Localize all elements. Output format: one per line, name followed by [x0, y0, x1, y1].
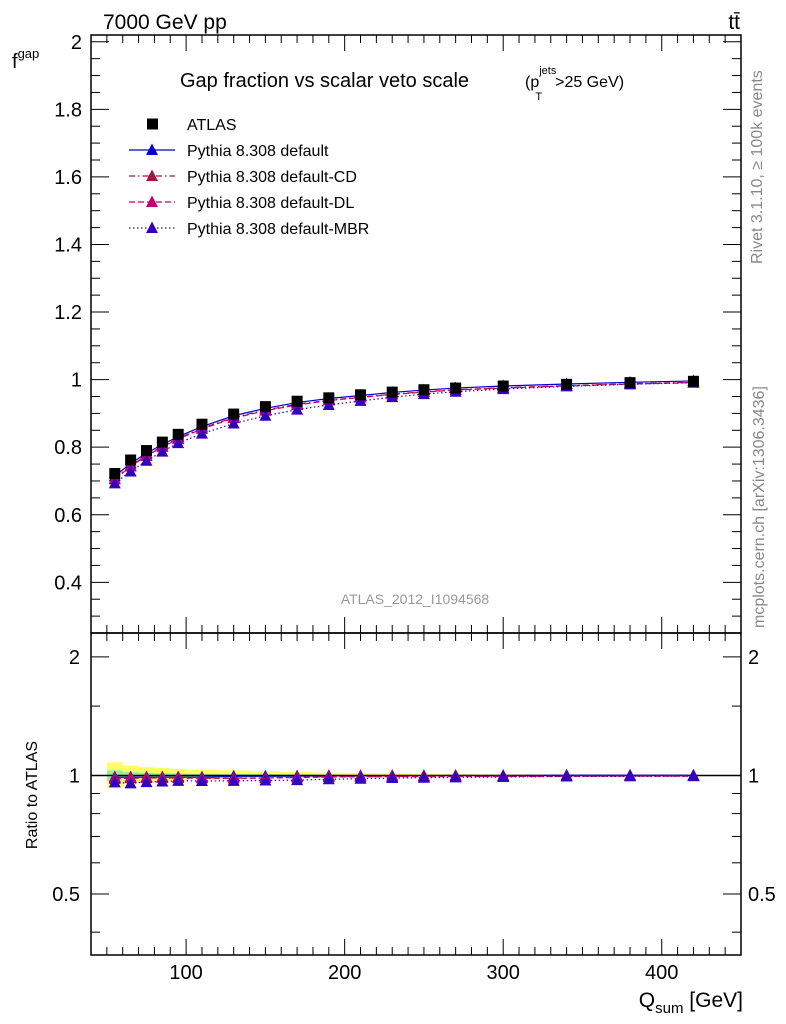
ratio-series-3-point: [624, 769, 637, 782]
main-series-0-point: [386, 386, 398, 398]
main-series-4-point: [124, 465, 137, 477]
ratio-series-3-point: [687, 769, 700, 782]
main-series-4-point: [172, 436, 185, 449]
x-tick-label: 200: [328, 962, 361, 984]
main-series-0-point: [355, 389, 367, 401]
y-axis-label: fgap: [12, 46, 39, 73]
ratio-series-3-point: [291, 773, 304, 786]
main-series-0-point: [624, 377, 636, 389]
y-tick-label: 0.6: [54, 505, 82, 527]
legend-marker: [147, 118, 158, 130]
y-tick-label: 1.6: [54, 167, 82, 189]
y-tick-label: 0.4: [54, 572, 82, 594]
y-tick-label: 1: [71, 370, 82, 392]
x-tick-label: 400: [645, 962, 678, 984]
energy-label: 7000 GeV pp: [103, 11, 227, 34]
legend: ATLAS Pythia 8.308 default Pythia 8.308 de…: [129, 117, 369, 238]
y-tick-label: 0.8: [54, 437, 82, 459]
ratio-y-tick-label-right: 0.5: [748, 884, 776, 906]
legend-marker: [146, 221, 158, 233]
ratio-series-3-point: [124, 776, 137, 789]
legend-marker: [146, 169, 158, 181]
main-series-0-point: [228, 408, 240, 420]
main-series-4-point: [108, 476, 121, 489]
main-series-0-point: [561, 378, 573, 390]
ratio-y-tick-label: 0.5: [52, 884, 80, 906]
source-label: mcplots.cern.ch [arXiv:1306.3436]: [751, 386, 768, 628]
main-series-0-point: [450, 382, 462, 394]
main-series-0-point: [196, 418, 208, 430]
chart-title-suffix: (pjets T>25 GeV): [525, 65, 624, 103]
legend-label: ATLAS: [187, 117, 237, 134]
x-tick-label: 100: [169, 962, 202, 984]
ratio-series-3-point: [140, 775, 153, 788]
main-series-4-line: [114, 382, 694, 484]
legend-label: Pythia 8.308 default-MBR: [187, 221, 369, 238]
main-series-0-point: [156, 436, 168, 448]
ratio-y-tick-label-right: 2: [748, 647, 759, 669]
ratio-series-3-point: [354, 772, 367, 784]
x-tick-label: 300: [487, 962, 520, 984]
main-series-4-point: [140, 454, 153, 466]
ratio-series-3-point: [108, 775, 121, 788]
main-series-4-point: [227, 417, 240, 429]
ratio-frame: [90, 632, 742, 956]
main-plot-area: Gap fraction vs scalar veto scale (pjets…: [12, 32, 742, 634]
ratio-series-3-point: [156, 775, 169, 787]
main-series-0-point: [109, 468, 121, 480]
ratio-series-3-point: [449, 770, 462, 783]
y-tick-label: 1.2: [54, 302, 82, 324]
ratio-series-3-point: [497, 770, 510, 782]
main-series-0-point: [291, 395, 303, 407]
main-series-0-point: [172, 428, 184, 440]
ratio-y-tick-label: 2: [69, 647, 80, 669]
main-series-0-point: [418, 384, 430, 396]
legend-label: Pythia 8.308 default-DL: [187, 195, 354, 212]
ratio-y-tick-label: 1: [69, 765, 80, 787]
x-axis-label: Qsum [GeV]: [639, 989, 743, 1017]
ratio-y-axis-label: Ratio to ATLAS: [24, 741, 41, 849]
ratio-series-3-point: [386, 771, 399, 784]
legend-label: Pythia 8.308 default-CD: [187, 169, 357, 186]
legend-marker: [146, 195, 158, 207]
main-series-4-point: [322, 398, 335, 410]
rivet-label: Rivet 3.1.10, ≥ 100k events: [749, 70, 766, 264]
main-series-4-point: [195, 427, 208, 439]
ratio-series-3-point: [227, 774, 240, 786]
main-series-0-point: [140, 445, 152, 457]
ratio-series-3-point: [172, 774, 185, 786]
process-label: tt̄: [728, 11, 740, 34]
legend-marker: [146, 143, 158, 155]
ratio-series-3-point: [259, 773, 272, 786]
main-series-0-point: [259, 401, 271, 413]
main-series-0-point: [497, 380, 509, 392]
ratio-series-3-point: [417, 771, 430, 783]
y-tick-label: 1.4: [54, 234, 82, 256]
y-tick-label: 1.8: [54, 99, 82, 121]
ratio-series-3-point: [560, 769, 573, 782]
main-series-0-point: [323, 392, 335, 404]
ratio-series-3-point: [322, 772, 335, 785]
chart-title: Gap fraction vs scalar veto scale: [180, 70, 469, 92]
ratio-series-3-point: [195, 774, 208, 787]
ratio-plot-area: Ratio to ATLAS Qsum [GeV] 100 200 300 400 0.…: [24, 35, 776, 1017]
ratio-y-tick-label-right: 1: [748, 765, 759, 787]
main-series-4-point: [259, 409, 272, 421]
main-series-4-point: [291, 403, 304, 415]
main-series-4-point: [156, 445, 169, 457]
ratio-series-2-line: [114, 775, 694, 780]
watermark: ATLAS_2012_I1094568: [341, 591, 490, 607]
y-tick-label: 2: [71, 32, 82, 54]
main-series-0-point: [687, 375, 699, 387]
legend-label: Pythia 8.308 default: [187, 143, 329, 160]
main-series-0-point: [125, 454, 137, 466]
